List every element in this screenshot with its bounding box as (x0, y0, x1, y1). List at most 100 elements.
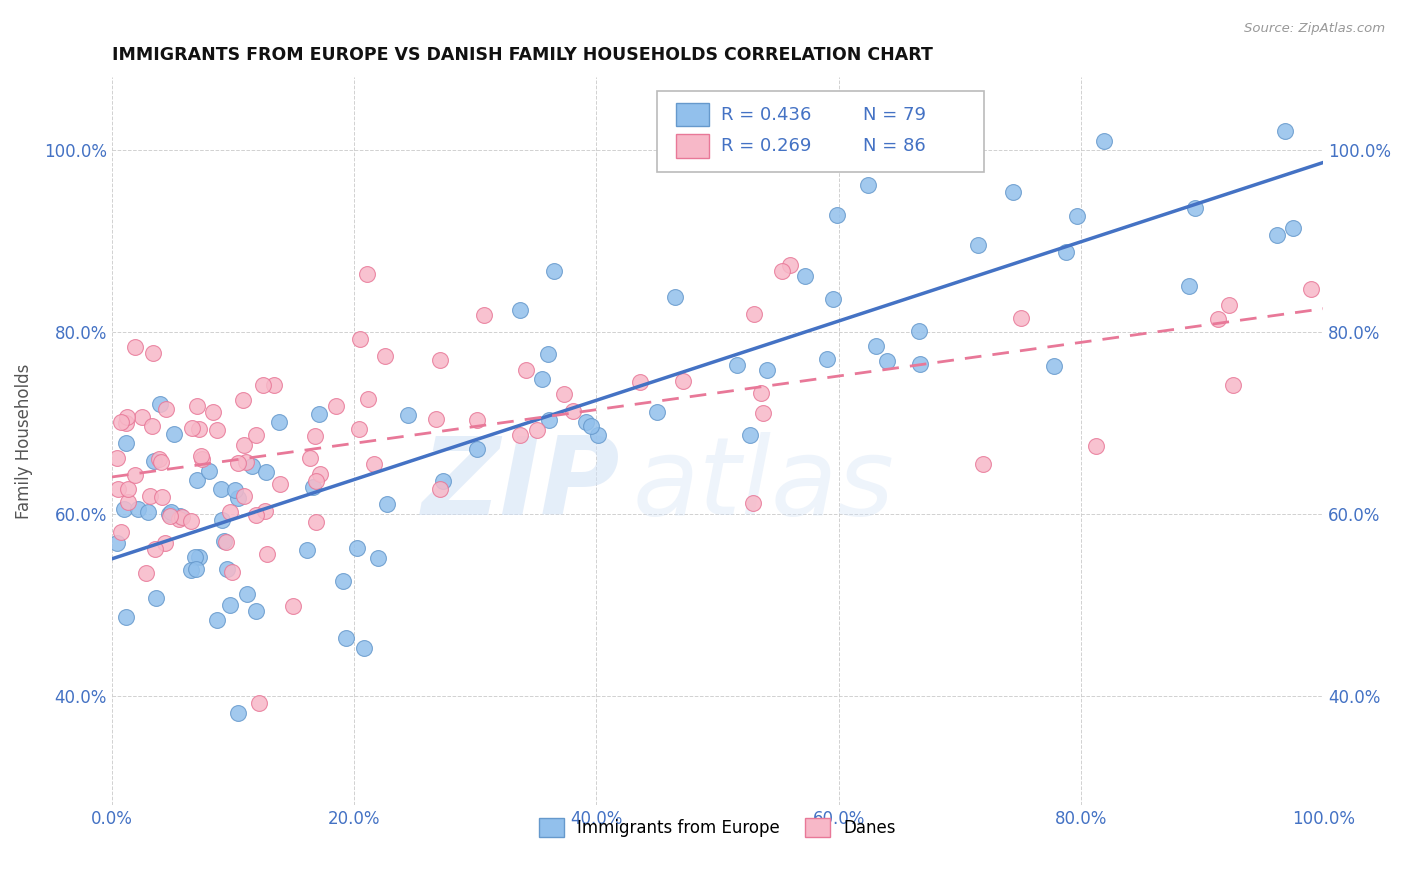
Point (1274, 124, 1296, 138)
Point (907, 324, 929, 338)
Point (115, 610, 138, 624)
Point (219, 505, 242, 519)
Point (191, 451, 214, 466)
Point (332, 574, 354, 588)
Point (779, 258, 801, 272)
Point (184, 549, 207, 564)
Point (202, 405, 225, 419)
Point (157, 508, 180, 522)
Point (188, 550, 211, 565)
Point (465, 442, 488, 456)
Point (749, 386, 772, 401)
Point (672, 374, 695, 388)
Point (267, 415, 290, 429)
FancyBboxPatch shape (676, 135, 709, 158)
Point (349, 332, 371, 346)
Point (586, 427, 609, 442)
Point (180, 514, 202, 528)
Point (218, 598, 240, 612)
Point (205, 423, 228, 437)
Point (309, 467, 332, 481)
Point (1222, 378, 1244, 392)
Point (148, 451, 170, 466)
Point (553, 387, 575, 401)
Point (256, 547, 278, 561)
Point (537, 413, 560, 427)
Point (169, 509, 191, 524)
Point (335, 631, 357, 645)
Point (374, 349, 396, 363)
Point (180, 563, 202, 577)
Y-axis label: Family Households: Family Households (15, 363, 32, 518)
Point (242, 459, 264, 474)
Point (181, 421, 204, 435)
Point (170, 510, 193, 524)
Point (212, 533, 235, 548)
Point (325, 399, 347, 413)
Point (575, 415, 598, 429)
Point (299, 450, 322, 465)
Point (664, 290, 686, 304)
Point (472, 308, 495, 322)
Point (281, 599, 304, 614)
Point (865, 338, 887, 352)
Point (304, 429, 326, 443)
Point (357, 392, 380, 407)
Point (1054, 245, 1077, 260)
Point (135, 566, 157, 581)
Point (1208, 312, 1230, 326)
Point (515, 363, 537, 377)
Point (725, 143, 748, 157)
Point (295, 543, 318, 558)
Point (375, 497, 398, 511)
Text: R = 0.269: R = 0.269 (721, 137, 811, 155)
Point (245, 605, 267, 619)
Point (115, 410, 138, 425)
Point (425, 411, 447, 425)
Point (114, 436, 136, 450)
Point (509, 302, 531, 317)
Point (245, 428, 267, 442)
Point (186, 473, 208, 487)
Point (742, 307, 765, 321)
Point (1184, 201, 1206, 215)
Point (1282, 220, 1305, 235)
Point (465, 412, 488, 426)
Point (305, 474, 328, 488)
Point (232, 490, 254, 504)
Point (432, 475, 454, 489)
Point (876, 353, 898, 368)
Point (269, 477, 291, 491)
Point (226, 706, 249, 720)
Text: IMMIGRANTS FROM EUROPE VS DANISH FAMILY HOUSEHOLDS CORRELATION CHART: IMMIGRANTS FROM EUROPE VS DANISH FAMILY … (112, 46, 932, 64)
Point (1177, 279, 1199, 293)
Point (209, 482, 232, 496)
Point (232, 438, 254, 452)
Point (794, 268, 817, 283)
Point (136, 504, 159, 518)
Point (1299, 282, 1322, 296)
Point (235, 587, 257, 601)
Point (1218, 298, 1240, 312)
Point (205, 613, 228, 627)
Point (581, 419, 603, 434)
Point (254, 465, 277, 479)
Point (167, 512, 190, 526)
Point (197, 465, 219, 479)
Point (363, 457, 385, 471)
Text: N = 79: N = 79 (863, 106, 927, 124)
Point (107, 482, 129, 496)
Legend: Immigrants from Europe, Danes: Immigrants from Europe, Danes (533, 812, 903, 844)
Point (245, 508, 267, 523)
Point (105, 450, 128, 465)
Point (235, 455, 257, 469)
Point (346, 541, 368, 555)
Point (215, 534, 238, 549)
FancyBboxPatch shape (676, 103, 709, 127)
Point (211, 512, 233, 526)
Point (112, 502, 135, 516)
Point (770, 264, 793, 278)
Point (367, 550, 389, 565)
Point (628, 376, 651, 390)
Text: atlas: atlas (633, 432, 894, 537)
